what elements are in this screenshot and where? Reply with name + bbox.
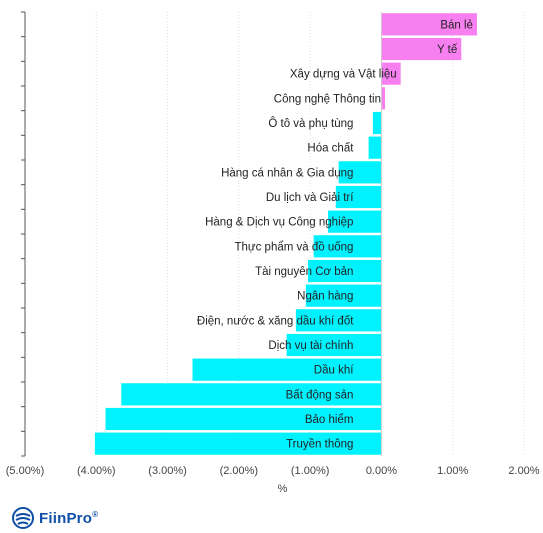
x-tick-label: 2.00%: [508, 465, 539, 477]
x-tick-label: 0.00%: [366, 465, 397, 477]
category-label: Hàng & Dịch vụ Công nghiệp: [205, 217, 353, 229]
category-label: Bán lẻ: [440, 19, 473, 31]
fiinpro-logo: FiinPro®: [12, 507, 98, 529]
x-tick-label: (2.00%): [220, 465, 259, 477]
bar: [381, 37, 462, 61]
x-tick-label: (5.00%): [6, 465, 45, 477]
bar: [335, 185, 382, 209]
category-label: Công nghệ Thông tin: [274, 93, 381, 105]
category-label: Tài nguyên Cơ bản: [255, 266, 353, 278]
bar-chart: Bán lẻ Y tế Xây dựng và Vật liệu Công nghệ …: [6, 11, 540, 495]
category-label: Ô tô và phụ tùng: [268, 117, 353, 130]
category-label: Hóa chất: [307, 143, 354, 155]
fiinpro-globe-icon: [12, 507, 34, 529]
bar: [305, 284, 382, 307]
bar: [338, 161, 382, 184]
bar: [381, 13, 477, 36]
category-label: Hàng cá nhân & Gia dụng: [221, 167, 353, 179]
category-labels: Bán lẻ Y tế Xây dựng và Vật liệu Công nghệ …: [197, 19, 473, 450]
x-tick-label: (4.00%): [77, 465, 116, 477]
category-label: Dịch vụ tài chính: [268, 340, 353, 352]
axes: [21, 11, 382, 457]
bar: [121, 383, 382, 406]
bar: [381, 62, 401, 85]
bar: [286, 333, 382, 357]
x-tick-labels: (5.00%) (4.00%) (3.00%) (2.00%) (1.00%) 0.00%…: [6, 465, 540, 477]
bar: [94, 432, 382, 455]
bar: [308, 259, 382, 283]
bar: [313, 235, 382, 258]
bar: [372, 111, 382, 135]
bar: [192, 358, 382, 381]
category-label: Bảo hiểm: [305, 414, 354, 426]
category-label: Thực phẩm và đồ uống: [234, 241, 353, 253]
category-label: Điện, nước & xăng dầu khí đốt: [197, 315, 354, 327]
x-tick-label: 1.00%: [437, 465, 468, 477]
x-axis-title: %: [278, 483, 288, 495]
bar: [368, 136, 382, 159]
category-label: Y tế: [437, 44, 458, 56]
x-tick-label: (3.00%): [148, 465, 187, 477]
category-label: Dầu khí: [314, 365, 354, 377]
category-label: Du lịch và Giải trí: [266, 192, 354, 204]
logo-text: FiinPro®: [39, 509, 99, 527]
bar: [327, 210, 382, 233]
x-tick-label: (1.00%): [291, 465, 330, 477]
bar: [381, 87, 385, 110]
category-label: Bất động sản: [286, 389, 354, 401]
category-label: Ngân hàng: [297, 291, 353, 303]
bar: [105, 407, 382, 431]
bar: [295, 309, 382, 332]
bars: [94, 13, 477, 455]
category-label: Truyền thông: [286, 439, 353, 451]
category-label: Xây dựng và Vật liệu: [290, 69, 397, 81]
